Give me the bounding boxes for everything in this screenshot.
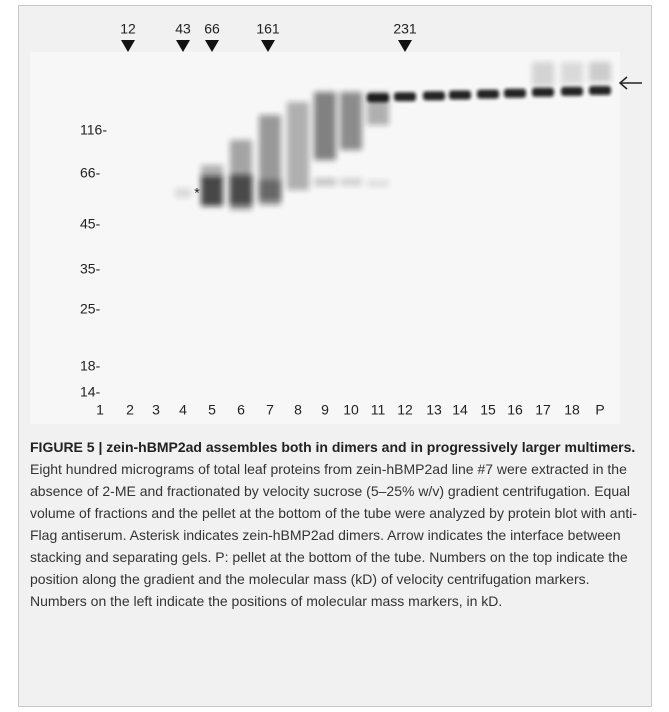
band-smear <box>314 178 336 186</box>
band-smear <box>259 180 281 200</box>
band-interface <box>532 88 554 97</box>
lane-label: 18 <box>564 402 580 418</box>
lane-label: 2 <box>126 402 134 418</box>
band-smear <box>175 188 191 198</box>
lane-label: 1 <box>96 402 104 418</box>
caption: FIGURE 5 | zein-hBMP2ad assembles both i… <box>30 436 642 612</box>
marker-triangle <box>398 40 412 52</box>
mw-label: 14- <box>80 384 101 400</box>
band-interface <box>477 90 499 99</box>
lane-label: 17 <box>535 402 551 418</box>
band-interface <box>367 93 389 102</box>
band-interface <box>449 91 471 100</box>
mw-label: 66- <box>80 165 101 181</box>
lane-label: 10 <box>343 402 359 418</box>
lane-label: 9 <box>321 402 329 418</box>
lane-label: 12 <box>397 402 413 418</box>
mw-label: 45- <box>80 216 101 232</box>
lane-label: 4 <box>179 402 187 418</box>
band-smear <box>314 92 336 160</box>
marker-label: 66 <box>204 21 220 37</box>
caption-text: Eight hundred micrograms of total leaf p… <box>30 461 637 609</box>
band-smear <box>340 178 362 186</box>
lane-label: 16 <box>507 402 523 418</box>
band-interface <box>589 86 611 95</box>
marker-label: 161 <box>256 21 280 37</box>
lane-label: 15 <box>480 402 496 418</box>
lane-label: 3 <box>152 402 160 418</box>
band-smear <box>561 62 583 84</box>
marker-triangle <box>261 40 275 52</box>
marker-label: 12 <box>120 21 136 37</box>
band-interface <box>504 89 526 98</box>
page: 124366161231116-66-45-35-25-18-14-123456… <box>0 0 669 712</box>
marker-label: 231 <box>393 21 417 37</box>
interface-arrow <box>620 77 642 89</box>
marker-triangle <box>176 40 190 52</box>
band-interface <box>561 87 583 96</box>
marker-triangle <box>121 40 135 52</box>
mw-label: 25- <box>80 301 101 317</box>
band-smear <box>230 175 252 205</box>
dimer-asterisk: * <box>194 185 200 201</box>
lane-label: 8 <box>294 402 302 418</box>
marker-triangle <box>205 40 219 52</box>
band-interface <box>423 91 445 100</box>
lane-label: 14 <box>452 402 468 418</box>
lane-label: 13 <box>426 402 442 418</box>
band-smear <box>201 165 223 178</box>
band-smear <box>532 62 554 86</box>
band-smear <box>589 62 611 82</box>
band-smear <box>201 176 223 206</box>
mw-label: 18- <box>80 358 101 374</box>
caption-label: FIGURE 5 | zein-hBMP2ad assembles both i… <box>30 439 635 455</box>
band-interface <box>394 92 416 101</box>
lane-label: 5 <box>208 402 216 418</box>
mw-label: 116- <box>80 122 107 138</box>
lane-label: 11 <box>371 402 386 418</box>
lane-label: 6 <box>237 402 245 418</box>
band-smear <box>367 180 389 187</box>
mw-label: 35- <box>80 261 101 277</box>
marker-label: 43 <box>175 21 191 37</box>
band-smear <box>340 92 362 150</box>
lane-label: P <box>595 402 604 418</box>
band-smear <box>287 102 309 190</box>
lane-label: 7 <box>266 402 274 418</box>
